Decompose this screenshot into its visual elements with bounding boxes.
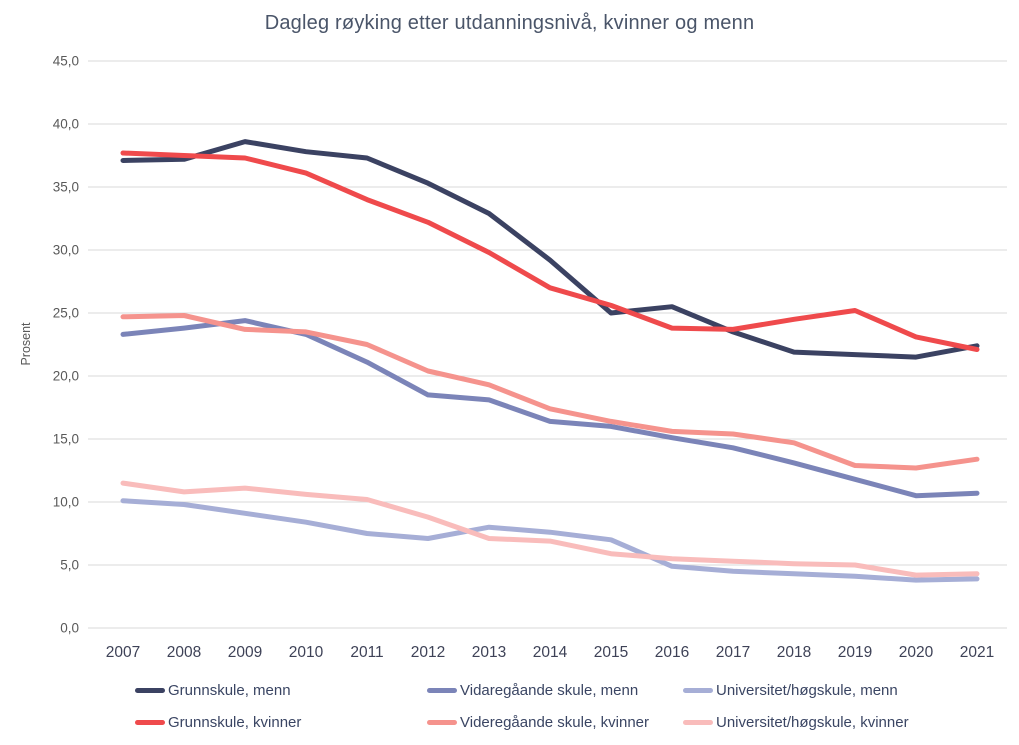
y-tick-label: 20,0	[53, 369, 79, 384]
y-tick-label: 30,0	[53, 243, 79, 258]
legend-item-universitet-kvinner: Universitet/høgskule, kvinner	[683, 712, 909, 732]
y-tick-label: 25,0	[53, 306, 79, 321]
y-tick-label: 15,0	[53, 432, 79, 447]
legend-swatch-icon	[135, 687, 165, 693]
x-tick-label: 2020	[899, 644, 934, 661]
legend-label: Videregåande skule, kvinner	[460, 713, 650, 731]
legend-label: Vidaregåande skule, menn	[460, 681, 639, 699]
legend-swatch-icon	[683, 719, 713, 725]
series-line-5	[120, 480, 980, 578]
y-tick-label: 40,0	[53, 117, 79, 132]
legend-label: Universitet/høgskule, menn	[716, 681, 898, 699]
x-tick-label: 2016	[655, 644, 689, 661]
legend: FHI Grunnskule, menn Vidaregåande skule,…	[0, 668, 1019, 745]
legend-label: Universitet/høgskule, kvinner	[716, 713, 909, 731]
x-tick-label: 2009	[228, 644, 262, 661]
y-axis-title: Prosent	[19, 322, 33, 366]
series-line-2	[120, 498, 980, 583]
x-tick-label: 2007	[106, 644, 140, 661]
legend-swatch-icon	[427, 687, 457, 693]
legend-item-universitet-menn: Universitet/høgskule, menn	[683, 680, 898, 700]
x-tick-label: 2015	[594, 644, 628, 661]
legend-item-videregaande-kvinner: Videregåande skule, kvinner	[427, 712, 649, 732]
x-tick-label: 2014	[533, 644, 568, 661]
y-tick-label: 45,0	[53, 54, 79, 69]
line-chart: 0,0 5,0 10,0 15,0 20,0 25,0 30,0 35,0 40,0 45,0 Pr…	[19, 54, 1007, 661]
legend-label: Grunnskule, menn	[168, 681, 291, 699]
x-tick-label: 2021	[960, 644, 994, 661]
chart-title: Dagleg røyking etter utdanningsnivå, kvi…	[264, 12, 755, 34]
x-tick-label: 2018	[777, 644, 811, 661]
y-tick-label: 35,0	[53, 180, 79, 195]
y-tick-label: 10,0	[53, 495, 79, 510]
x-tick-label: 2011	[350, 644, 383, 661]
x-tick-label: 2008	[167, 644, 201, 661]
x-tick-label: 2010	[289, 644, 324, 661]
x-tick-label: 2013	[472, 644, 506, 661]
series-line-3	[120, 150, 980, 352]
legend-swatch-icon	[427, 719, 457, 725]
x-tick-label: 2019	[838, 644, 872, 661]
legend-item-vidaregaande-menn: Vidaregåande skule, menn	[427, 680, 638, 700]
legend-item-grunnskule-kvinner: Grunnskule, kvinner	[135, 712, 301, 732]
legend-item-grunnskule-menn: Grunnskule, menn	[135, 680, 291, 700]
legend-swatch-icon	[683, 687, 713, 693]
legend-label: Grunnskule, kvinner	[168, 713, 302, 731]
y-tick-label: 0,0	[60, 621, 79, 636]
series-line-1	[120, 318, 980, 499]
y-tick-label: 5,0	[60, 558, 79, 573]
x-tick-label: 2017	[716, 644, 750, 661]
legend-swatch-icon	[135, 719, 165, 725]
series-line-0	[120, 139, 980, 360]
x-tick-label: 2012	[411, 644, 445, 661]
series-line-4	[120, 313, 980, 471]
